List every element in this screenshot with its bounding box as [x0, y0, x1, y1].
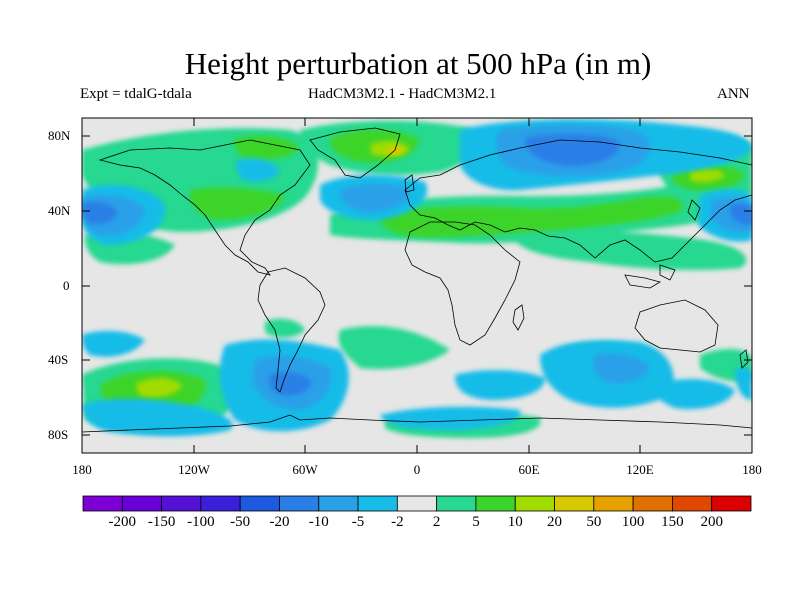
colorbar-swatch	[475, 495, 516, 512]
colorbar-label: -2	[391, 514, 404, 530]
lon-label-180w: 180	[72, 462, 92, 477]
colorbar-label: 2	[432, 514, 441, 530]
model-label: HadCM3M2.1 - HadCM3M2.1	[308, 86, 497, 102]
colorbar-swatch	[672, 495, 713, 512]
colorbar-swatch	[279, 495, 320, 512]
colorbar-label: 5	[472, 514, 480, 530]
colorbar-label: -200	[108, 514, 137, 530]
lat-label-40n: 40N	[48, 203, 71, 218]
colorbar-swatch	[82, 495, 123, 512]
lon-ticks	[81, 118, 753, 453]
colorbar-label: 20	[547, 514, 563, 530]
colorbar-swatch	[161, 495, 202, 512]
colorbar-swatch	[357, 495, 398, 512]
experiment-label: Expt = tdalG-tdala	[80, 86, 192, 102]
colorbar-label: 200	[700, 514, 723, 530]
lat-ticks	[82, 135, 752, 436]
colorbar-swatch	[121, 495, 162, 512]
lon-label-180e: 180	[742, 462, 762, 477]
colorbar-label: 150	[661, 514, 684, 530]
colorbar-swatch	[554, 495, 595, 512]
lat-label-0: 0	[63, 278, 70, 293]
colorbar-swatch	[200, 495, 241, 512]
lat-label-80n: 80N	[48, 128, 71, 143]
lon-label-120w: 120W	[178, 462, 210, 477]
colorbar	[82, 495, 752, 512]
colorbar-label: -5	[351, 514, 365, 530]
colorbar-swatch	[239, 495, 280, 512]
colorbar-label: -20	[269, 514, 290, 530]
colorbar-label: -50	[230, 514, 251, 530]
colorbar-label: 10	[507, 514, 523, 530]
colorbar-swatch	[396, 495, 438, 512]
plot-title: Height perturbation at 500 hPa (in m)	[184, 46, 652, 81]
colorbar-label: -10	[308, 514, 329, 530]
colorbar-swatch	[711, 495, 752, 512]
colorbar-label: 100	[621, 514, 645, 530]
lon-label-60e: 60E	[518, 462, 540, 477]
colorbar-label: -100	[187, 514, 215, 530]
coastlines	[82, 127, 752, 433]
colorbar-swatch	[436, 495, 477, 512]
season-label: ANN	[717, 86, 750, 102]
colorbar-label: 50	[586, 514, 602, 530]
colorbar-swatch	[514, 495, 555, 512]
colorbar-label: -150	[147, 514, 176, 530]
lon-label-0: 0	[413, 462, 421, 477]
lon-label-60w: 60W	[292, 462, 318, 477]
colorbar-swatch	[593, 495, 634, 512]
colorbar-swatch	[632, 495, 673, 512]
colorbar-swatch	[318, 495, 359, 512]
lat-label-40s: 40S	[48, 352, 69, 367]
lon-label-120e: 120E	[626, 462, 654, 477]
contour-fill	[82, 119, 752, 438]
lat-label-80s: 80S	[48, 427, 69, 442]
